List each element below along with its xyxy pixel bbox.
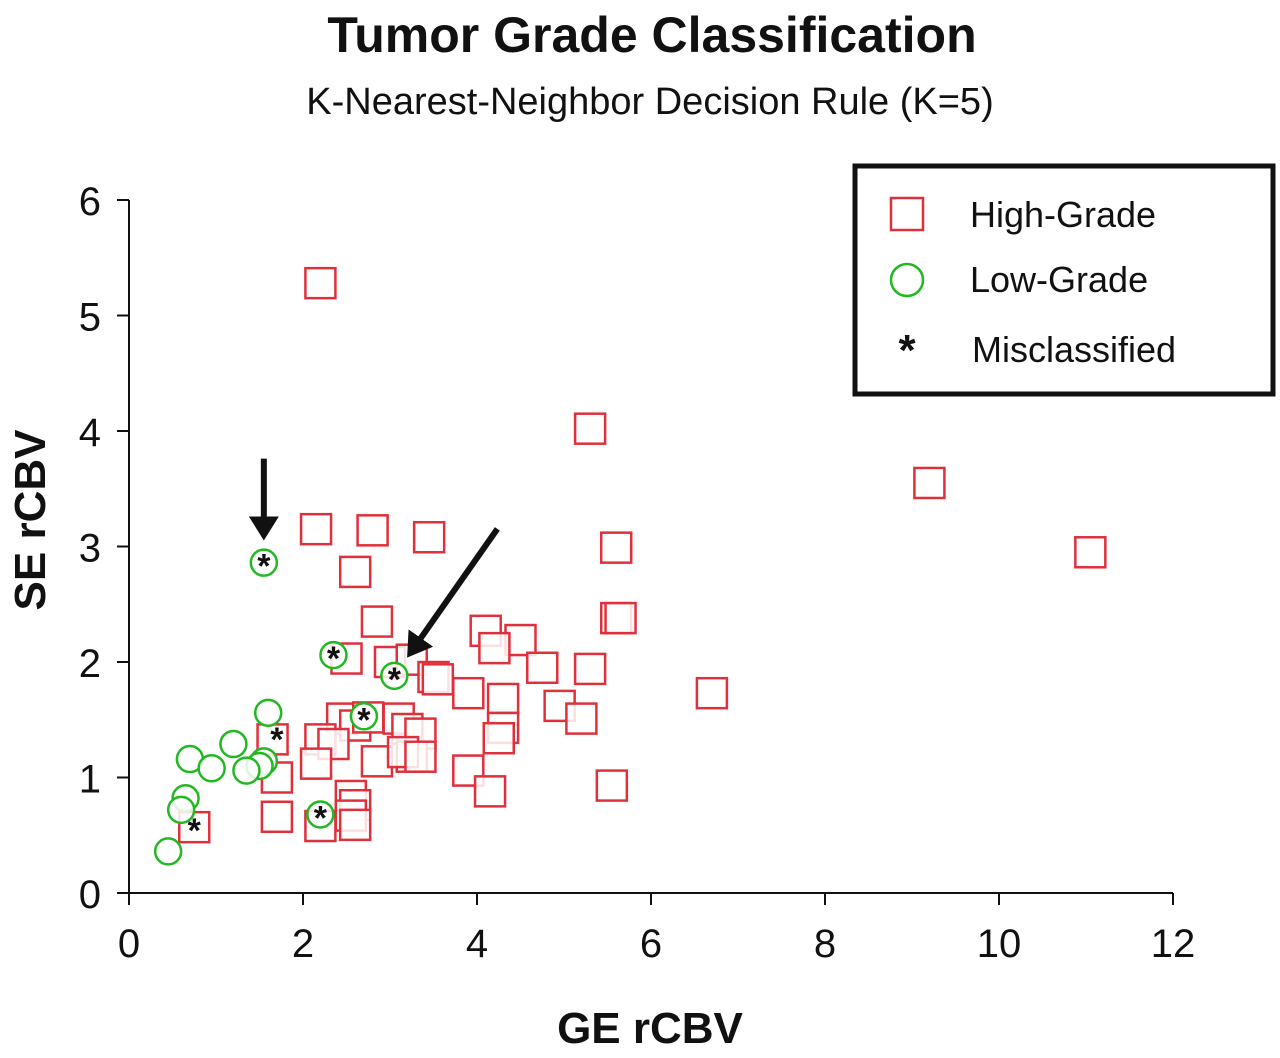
low-grade-point-14 (306, 800, 335, 829)
legend: High-Grade Low-Grade * Misclassified (852, 163, 1276, 397)
high-grade-point-22 (452, 676, 485, 710)
legend-high-grade-label: High-Grade (970, 194, 1156, 235)
high-grade-point-14 (478, 631, 511, 665)
high-grade-point-1 (573, 412, 607, 445)
misclassified-point-3: * (357, 701, 371, 739)
high-grade-point-4 (299, 512, 333, 546)
y-tick-label-2: 2 (79, 642, 101, 686)
high-grade-point-23 (486, 682, 520, 716)
y-tick-label-1: 1 (79, 758, 101, 802)
low-grade-point-2 (380, 661, 409, 691)
high-grade-point-47 (260, 800, 294, 834)
high-grade-point-45 (595, 769, 629, 802)
x-tick-label-6: 12 (1151, 922, 1196, 966)
high-grade-point-0 (304, 266, 337, 300)
misclassified-point-1: * (327, 640, 341, 678)
legend-box (852, 163, 1276, 397)
high-grade-point-2 (913, 466, 946, 500)
y-tick-label-5: 5 (79, 296, 101, 340)
high-grade-point-5 (356, 514, 389, 547)
low-grade-point-12 (166, 795, 196, 825)
high-grade-point-11 (604, 601, 637, 635)
x-tick-label-1: 2 (292, 922, 314, 966)
y-tick-label-6: 6 (79, 180, 101, 224)
x-tick-label-0: 0 (118, 922, 140, 966)
high-grade-point-3 (1074, 536, 1107, 569)
misclassified-point-5: * (314, 799, 328, 837)
high-grade-point-6 (412, 521, 446, 554)
high-grade-point-34 (565, 702, 598, 735)
low-grade-point-3 (349, 702, 379, 731)
low-grade-point-1 (319, 640, 348, 670)
low-grade-point-7 (219, 729, 248, 759)
x-tick-label-4: 8 (814, 922, 836, 966)
y-tick-label-0: 0 (79, 873, 101, 917)
y-tick-label-4: 4 (79, 411, 101, 455)
high-grade-point-33 (482, 721, 515, 755)
high-grade-point-44 (473, 775, 507, 808)
high-grade-point-19 (573, 652, 607, 686)
y-axis-label: SE rCBV (6, 429, 55, 611)
legend-misclassified-label: Misclassified (972, 329, 1176, 370)
misclassified-point-6: * (188, 812, 202, 850)
x-tick-label-5: 10 (977, 922, 1022, 966)
chart-subtitle: K-Nearest-Neighbor Decision Rule (K=5) (306, 81, 993, 123)
misclassified-point-4: * (270, 721, 284, 759)
low-grade-point-8 (232, 756, 261, 785)
high-grade-point-24 (695, 676, 729, 710)
low-grade-point-13 (153, 837, 183, 866)
legend-low-grade-marker (889, 262, 925, 298)
legend-misclassified-marker: * (898, 326, 916, 375)
low-grade-point-0 (249, 548, 279, 577)
misclassified-point-0: * (257, 548, 271, 586)
low-grade-point-4 (253, 698, 283, 728)
misclassified-point-2: * (388, 661, 402, 699)
legend-high-grade-marker (889, 196, 925, 232)
chart-title: Tumor Grade Classification (327, 7, 976, 63)
annotation-arrows (248, 458, 500, 658)
data-points: * * * * * * * (153, 266, 1107, 866)
high-grade-point-7 (338, 555, 372, 589)
high-grade-point-38 (299, 747, 333, 780)
low-grade-point-10 (197, 754, 226, 783)
high-grade-point-51 (338, 808, 372, 842)
high-grade-point-18 (526, 651, 559, 685)
x-axis-label: GE rCBV (557, 1004, 743, 1053)
x-tick-label-2: 4 (466, 922, 488, 966)
y-tick-label-3: 3 (79, 527, 101, 571)
x-tick-label-3: 6 (640, 922, 662, 966)
legend-low-grade-label: Low-Grade (970, 259, 1148, 300)
high-grade-point-8 (599, 531, 633, 564)
annotation-arrow-1 (407, 527, 500, 658)
high-grade-point-21 (421, 663, 455, 696)
high-grade-point-42 (404, 740, 437, 773)
high-grade-point-9 (360, 605, 394, 638)
